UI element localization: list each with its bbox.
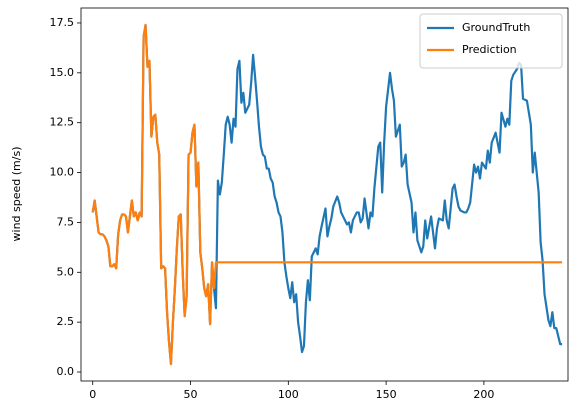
- y-tick-label: 5.0: [57, 265, 75, 278]
- legend: GroundTruth Prediction: [419, 13, 563, 69]
- data-line: [91, 23, 563, 366]
- y-tick-label: 0.0: [57, 365, 75, 378]
- y-tick-label: 12.5: [50, 116, 75, 129]
- y-tick-label: 10.0: [50, 166, 75, 179]
- y-tick-label: 15.0: [50, 66, 75, 79]
- y-tick-label: 7.5: [57, 215, 75, 228]
- y-tick-label: 2.5: [57, 315, 75, 328]
- legend-label: Prediction: [462, 43, 517, 56]
- y-tick-label: 17.5: [50, 16, 75, 29]
- data-line: [91, 23, 563, 366]
- y-axis-label: wind speed (m/s): [10, 147, 23, 242]
- legend-box: [419, 13, 563, 69]
- legend-label: GroundTruth: [462, 21, 530, 34]
- x-tick-label: 150: [376, 388, 397, 401]
- x-tick-label: 50: [184, 388, 198, 401]
- x-tick-label: 0: [89, 388, 96, 401]
- axes-frame: [80, 7, 569, 382]
- x-tick-label: 200: [473, 388, 494, 401]
- x-tick-label: 100: [278, 388, 299, 401]
